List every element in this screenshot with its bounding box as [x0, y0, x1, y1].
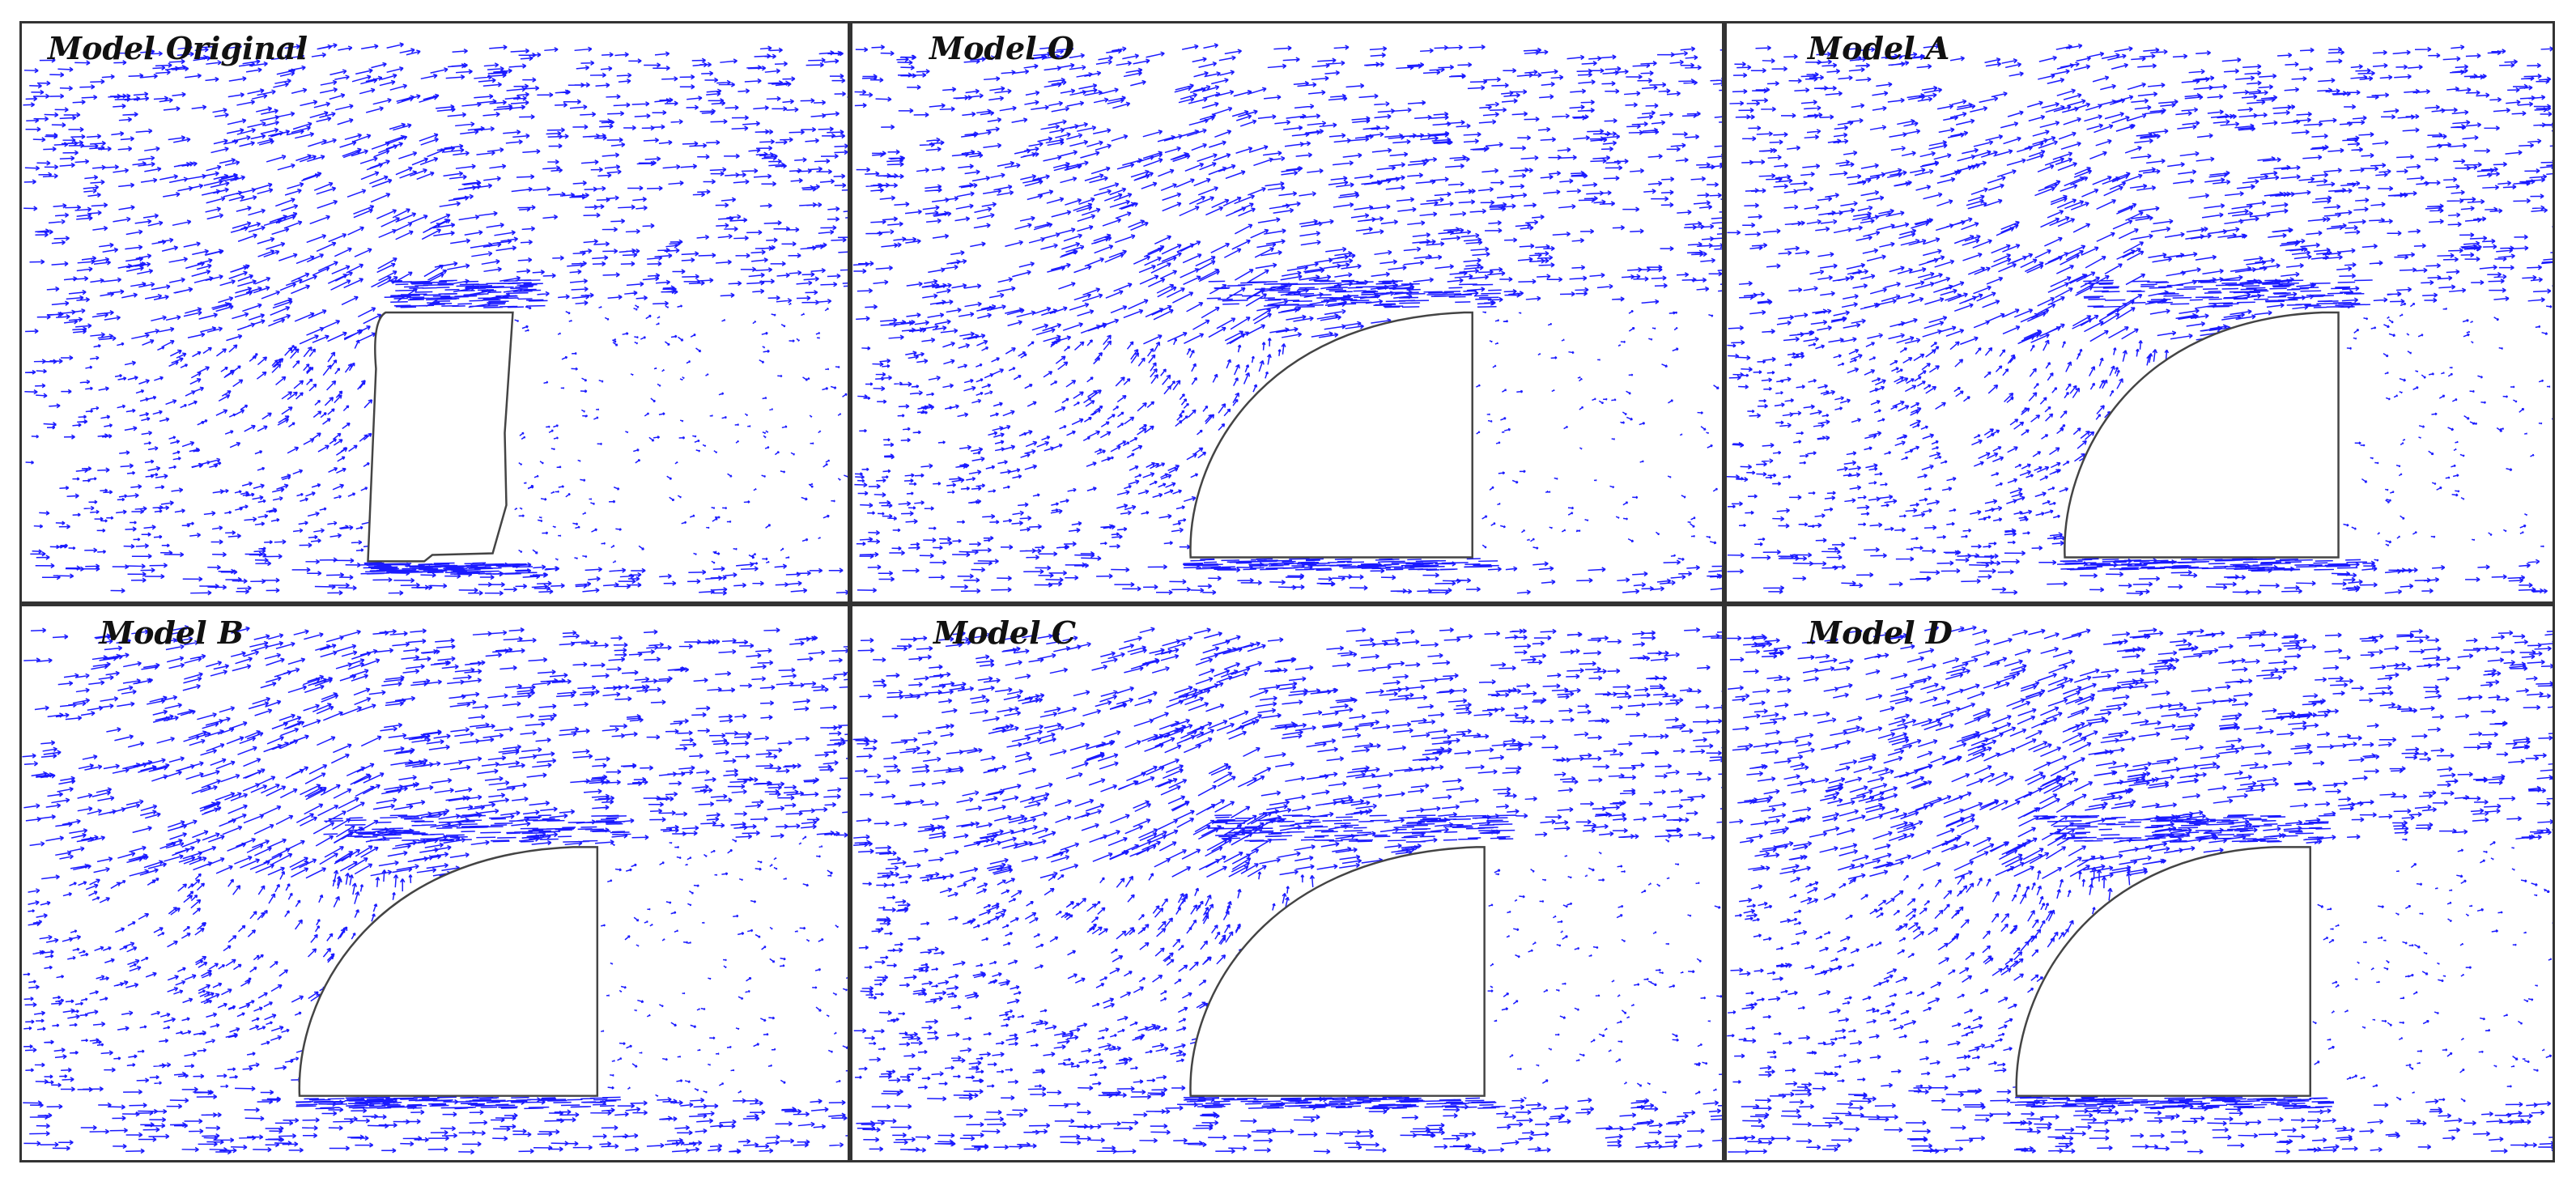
velocity-vector-field — [23, 42, 848, 597]
flow-vectors — [1727, 625, 2553, 1155]
vector-arrows — [1727, 625, 2553, 1155]
velocity-vector-field — [22, 625, 848, 1155]
flow-vectors — [22, 625, 848, 1155]
panel-model-original: Model Original — [19, 21, 850, 604]
vector-arrows — [1727, 43, 2553, 597]
panel-model-d: Model D — [1724, 604, 2555, 1162]
panel-model-c: Model C — [850, 604, 1724, 1162]
vehicle-body-outline — [298, 846, 599, 1097]
flow-vectors — [852, 627, 1722, 1154]
flow-vectors — [852, 43, 1722, 596]
panel-label: Model B — [100, 614, 244, 651]
vector-arrows — [852, 43, 1722, 596]
panel-model-b: Model B — [19, 604, 850, 1162]
panel-model-o: Model O — [850, 21, 1724, 604]
velocity-vector-field — [852, 43, 1722, 596]
flow-vectors — [1727, 43, 2553, 597]
panel-label: Model Original — [48, 30, 308, 66]
vehicle-body-outline — [367, 311, 514, 563]
vector-arrows — [852, 627, 1722, 1154]
velocity-vector-field — [1727, 43, 2553, 597]
panel-label: Model A — [1808, 30, 1950, 66]
velocity-vector-field — [852, 627, 1722, 1154]
vector-arrows — [22, 625, 848, 1155]
panel-label: Model C — [933, 614, 1077, 651]
panel-label: Model O — [929, 30, 1074, 66]
panel-model-a: Model A — [1724, 21, 2555, 604]
vehicle-body-outline — [2015, 846, 2312, 1097]
flow-vectors — [23, 42, 848, 597]
vehicle-body-outline — [1189, 846, 1486, 1097]
velocity-vector-field — [1727, 625, 2553, 1155]
vehicle-body-outline — [1189, 311, 1473, 559]
panel-label: Model D — [1808, 614, 1953, 651]
vector-arrows — [23, 42, 848, 597]
vehicle-body-outline — [2064, 311, 2340, 559]
